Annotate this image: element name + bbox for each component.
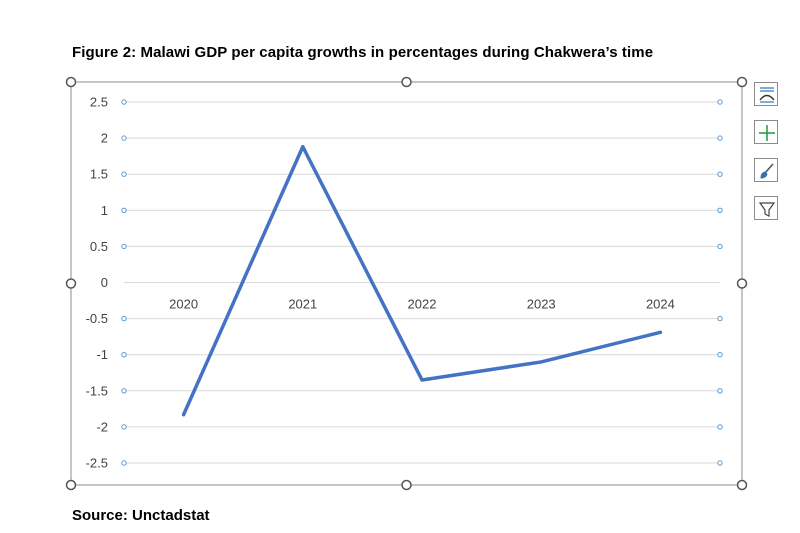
gridline-handle-point[interactable] — [121, 460, 127, 466]
gridline-end-points — [121, 99, 723, 466]
data-point[interactable] — [658, 330, 663, 334]
chart-style-brush-button[interactable] — [754, 158, 778, 182]
resize-handle[interactable] — [401, 479, 412, 491]
chart-brush-icon — [760, 163, 774, 179]
chart-filter-button[interactable] — [754, 196, 778, 220]
gridline-handle-point[interactable] — [121, 352, 127, 358]
y-tick-label: -2.5 — [86, 456, 108, 471]
y-tick-label: 2.5 — [90, 95, 108, 110]
chart-selection-frame[interactable] — [70, 81, 743, 486]
data-point[interactable] — [182, 413, 186, 417]
y-tick-label: -0.5 — [86, 311, 108, 326]
resize-handle[interactable] — [736, 479, 748, 491]
series-line[interactable] — [181, 145, 663, 417]
y-tick-label: 0 — [101, 275, 108, 290]
resize-handle[interactable] — [65, 479, 77, 491]
gridline-handle-point[interactable] — [717, 460, 723, 466]
data-point[interactable] — [420, 378, 424, 382]
y-tick-label: 2 — [101, 131, 108, 146]
y-axis-ticks: 2.5 2 1.5 1 0.5 0 -0.5 -1 -1.5 -2 -2.5 — [86, 95, 108, 471]
source-note: Source: Unctadstat — [72, 507, 210, 524]
x-tick-label: 2023 — [527, 297, 556, 312]
x-tick-label: 2020 — [169, 297, 198, 312]
chart-styles-button[interactable] — [754, 82, 778, 106]
gridline-handle-point[interactable] — [717, 388, 723, 394]
gridline-handle-point[interactable] — [121, 388, 127, 394]
gridline-handle-point[interactable] — [717, 171, 723, 177]
gridline-handle-point[interactable] — [717, 135, 723, 141]
gridline-handle-point[interactable] — [121, 315, 127, 322]
y-tick-label: 0.5 — [90, 239, 108, 254]
y-tick-label: -1.5 — [86, 383, 108, 398]
resize-handle[interactable] — [65, 278, 77, 289]
resize-handles — [65, 76, 748, 491]
y-tick-label: 1.5 — [90, 167, 108, 182]
y-tick-label: -1 — [96, 347, 108, 362]
data-point[interactable] — [301, 145, 305, 149]
y-tick-label: 1 — [101, 203, 108, 218]
gridline-handle-point[interactable] — [717, 243, 723, 250]
gridline-handle-point[interactable] — [717, 99, 723, 105]
x-tick-label: 2022 — [408, 297, 437, 312]
gridline-handle-point[interactable] — [717, 352, 723, 358]
gridline-handle-point[interactable] — [717, 207, 723, 214]
x-tick-label: 2024 — [646, 297, 675, 312]
chart-filter-icon — [758, 202, 776, 217]
resize-handle[interactable] — [65, 76, 77, 88]
chart-elements-button[interactable] — [754, 120, 778, 144]
chart-styles-icon — [759, 87, 775, 103]
gridline-handle-point[interactable] — [121, 171, 127, 177]
gridline-handle-point[interactable] — [121, 243, 127, 250]
gridline-handle-point[interactable] — [121, 424, 127, 430]
series-layer — [181, 145, 663, 417]
gridline-handle-point[interactable] — [717, 424, 723, 430]
gridline-handle-point[interactable] — [121, 99, 127, 105]
resize-handle[interactable] — [736, 278, 748, 289]
chart-elements-plus-icon — [759, 125, 775, 141]
x-axis-ticks: 2020 2021 2022 2023 2024 — [169, 297, 675, 312]
gridline-handle-point[interactable] — [121, 135, 127, 141]
x-tick-label: 2021 — [288, 297, 317, 312]
y-tick-label: -2 — [96, 419, 108, 434]
resize-handle[interactable] — [736, 76, 748, 88]
gridline-handle-point[interactable] — [121, 207, 127, 214]
figure-title: Figure 2: Malawi GDP per capita growths … — [72, 44, 654, 61]
gridline-handle-point[interactable] — [717, 315, 723, 322]
resize-handle[interactable] — [401, 76, 412, 88]
gridlines — [124, 101, 720, 464]
data-point[interactable] — [539, 360, 543, 364]
